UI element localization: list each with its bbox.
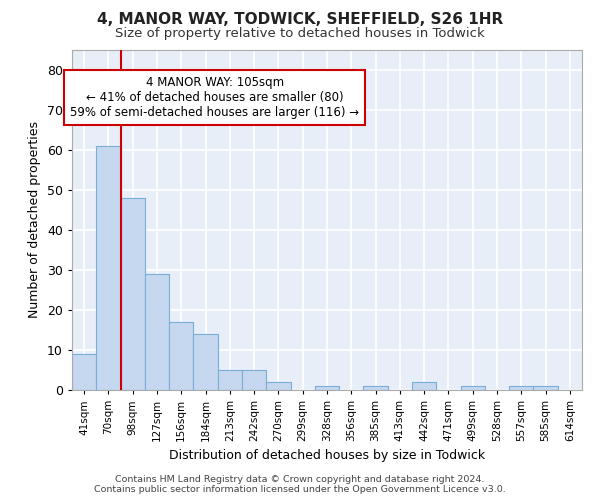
Bar (315, 386, 339, 390)
Bar (533, 386, 558, 390)
Bar (169, 322, 193, 390)
Bar (121, 198, 145, 390)
Bar (412, 382, 436, 390)
Bar (193, 334, 218, 390)
Text: 4, MANOR WAY, TODWICK, SHEFFIELD, S26 1HR: 4, MANOR WAY, TODWICK, SHEFFIELD, S26 1H… (97, 12, 503, 28)
Bar (461, 386, 485, 390)
Bar (96, 146, 121, 390)
Text: Size of property relative to detached houses in Todwick: Size of property relative to detached ho… (115, 28, 485, 40)
Y-axis label: Number of detached properties: Number of detached properties (28, 122, 41, 318)
X-axis label: Distribution of detached houses by size in Todwick: Distribution of detached houses by size … (169, 450, 485, 462)
Text: 4 MANOR WAY: 105sqm
← 41% of detached houses are smaller (80)
59% of semi-detach: 4 MANOR WAY: 105sqm ← 41% of detached ho… (70, 76, 359, 119)
Bar (509, 386, 533, 390)
Bar (266, 382, 290, 390)
Bar (364, 386, 388, 390)
Bar (242, 370, 266, 390)
Bar (218, 370, 242, 390)
Bar (72, 354, 96, 390)
Text: Contains HM Land Registry data © Crown copyright and database right 2024.
Contai: Contains HM Land Registry data © Crown c… (94, 474, 506, 494)
Bar (145, 274, 169, 390)
